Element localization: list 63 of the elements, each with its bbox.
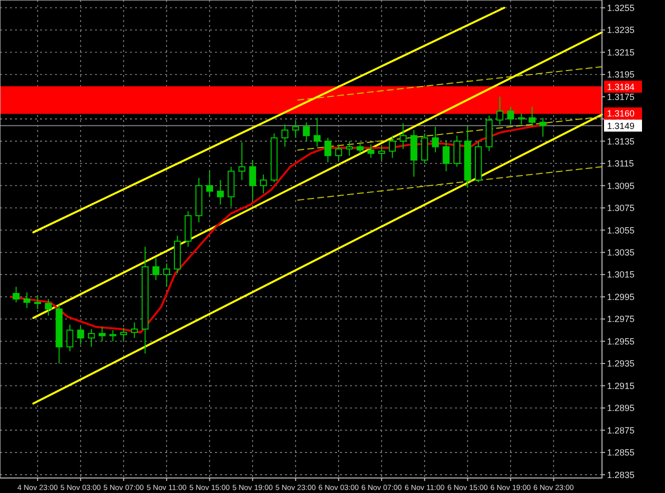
y-tick-label: 1.3175 <box>607 92 635 102</box>
y-tick-label: 1.2875 <box>607 425 635 436</box>
y-tick-label: 1.3195 <box>607 70 635 80</box>
candlestick <box>507 106 514 125</box>
ref-line-label: 1.3184 <box>607 82 635 92</box>
candlestick <box>528 106 536 128</box>
candlestick <box>130 322 138 338</box>
candlestick <box>432 126 439 153</box>
candlestick <box>314 117 321 148</box>
candlestick <box>98 326 106 342</box>
y-tick-label: 1.2935 <box>607 358 635 369</box>
candlestick <box>496 96 504 125</box>
candlestick <box>400 122 407 150</box>
ref-line-label: 1.3149 <box>607 120 635 131</box>
y-tick-label: 1.3055 <box>607 225 635 236</box>
candlestick <box>518 112 525 125</box>
candlestick <box>442 140 450 172</box>
y-tick-label: 1.3075 <box>607 203 635 214</box>
y-tick-label: 1.3215 <box>607 47 635 58</box>
candlestick <box>453 135 460 168</box>
y-tick-label: 1.2855 <box>607 448 635 458</box>
candlestick <box>378 146 386 161</box>
candlestick <box>324 137 332 163</box>
y-tick-label: 1.2835 <box>607 470 635 480</box>
y-tick-label: 1.2995 <box>607 292 635 302</box>
candlestick <box>120 327 128 341</box>
y-tick-label: 1.3255 <box>607 2 635 13</box>
candlestick <box>77 326 84 346</box>
candlestick <box>216 180 224 206</box>
candlestick <box>356 142 364 154</box>
candlestick <box>367 144 374 158</box>
y-tick-label: 1.2895 <box>607 403 635 414</box>
candlestick <box>206 170 214 198</box>
candlestick <box>421 132 428 164</box>
candlestick <box>66 324 74 352</box>
candlestick <box>88 328 95 348</box>
candlestick <box>281 124 288 148</box>
y-tick-label: 1.2955 <box>607 336 635 346</box>
y-tick-label: 1.3035 <box>607 247 635 258</box>
candlestick <box>44 298 52 316</box>
y-tick-label: 1.2915 <box>607 380 635 391</box>
candlestick <box>335 144 342 161</box>
candlestick <box>12 286 20 303</box>
candlestick <box>346 140 353 156</box>
candlestick <box>238 142 246 181</box>
candlestick <box>34 295 42 310</box>
candlestick <box>249 160 256 201</box>
ref-line-label: 1.3160 <box>607 108 635 119</box>
y-tick-label: 1.3015 <box>607 270 635 280</box>
candlestick <box>163 262 170 288</box>
y-tick-label: 1.2975 <box>607 314 635 324</box>
y-tick-label: 1.3135 <box>607 136 635 146</box>
candlestick <box>302 122 310 142</box>
candlestick <box>539 117 546 138</box>
candlestick <box>152 257 160 281</box>
candlestick <box>260 174 267 194</box>
candlestick <box>292 120 300 138</box>
y-tick-label: 1.3235 <box>607 25 635 36</box>
candlestick <box>109 330 116 342</box>
candlestick <box>23 292 30 308</box>
candlestick <box>388 135 396 158</box>
y-tick-label: 1.3095 <box>607 180 635 191</box>
y-tick-label: 1.3115 <box>607 158 634 169</box>
